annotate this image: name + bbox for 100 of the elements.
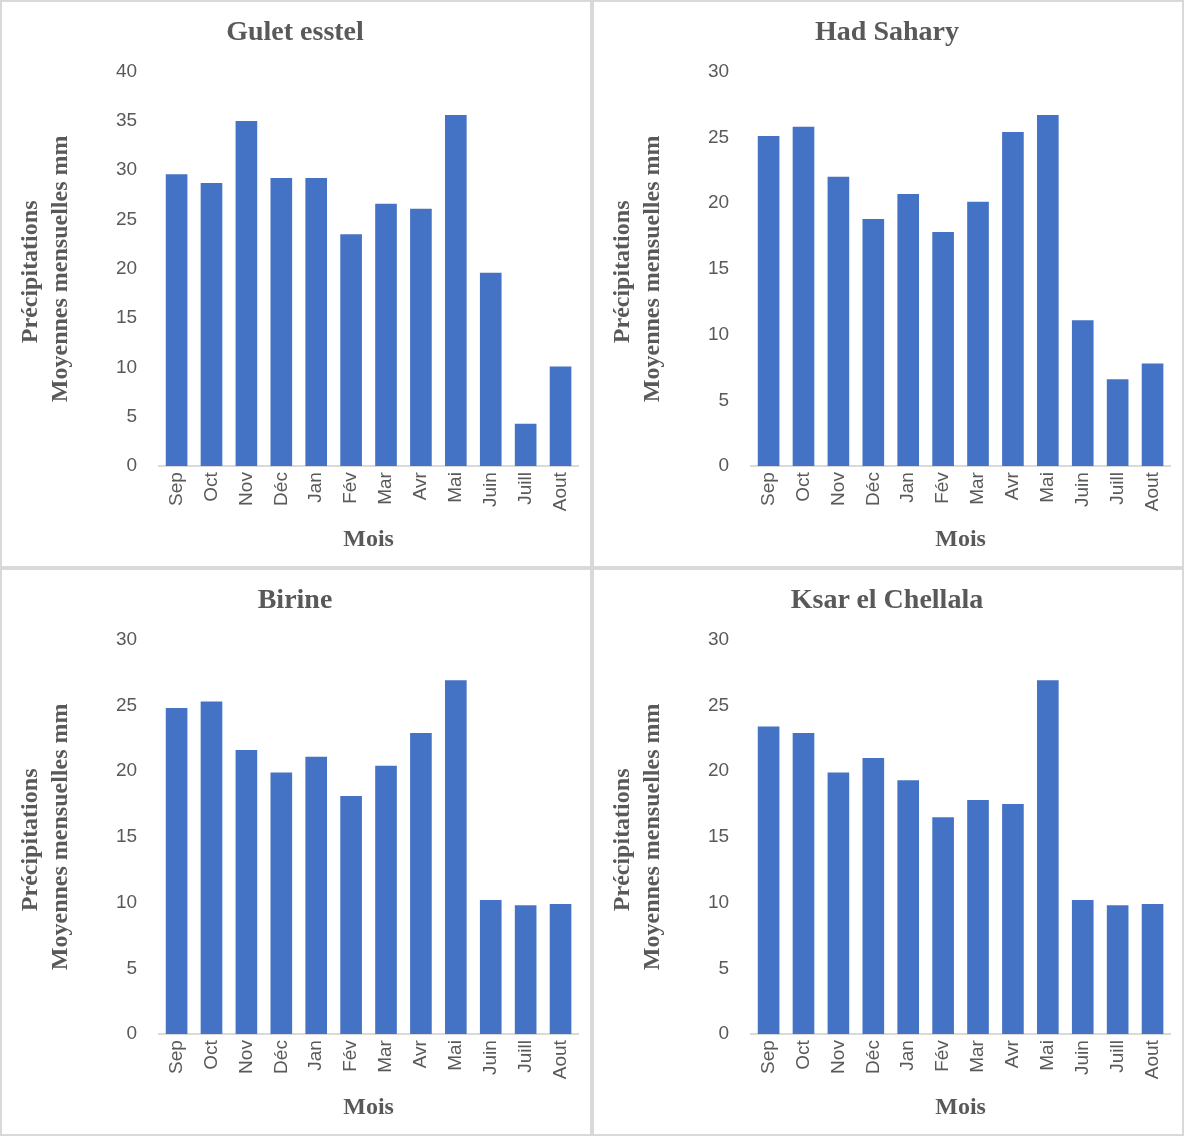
y-tick-label: 40 — [115, 59, 138, 81]
bar — [375, 203, 397, 467]
bar — [549, 366, 572, 467]
y-tick-label: 10 — [115, 890, 138, 912]
y-tick-label: 10 — [115, 355, 138, 377]
bar — [1002, 132, 1024, 467]
bar — [862, 218, 885, 467]
y-tick-label: 20 — [115, 257, 138, 279]
bar — [340, 796, 362, 1035]
bar — [792, 126, 815, 467]
bar — [270, 178, 293, 467]
x-tick-label: Nov — [234, 1039, 256, 1074]
bar — [305, 178, 328, 467]
bar — [1002, 803, 1024, 1035]
x-tick-label: Avr — [1001, 471, 1023, 501]
chart-title: Ksar el Chellala — [790, 583, 984, 615]
bar — [340, 234, 362, 467]
x-tick-label: Déc — [269, 472, 291, 506]
x-tick-label: Aout — [548, 1039, 570, 1080]
bar — [897, 780, 920, 1035]
y-tick-label: 30 — [115, 158, 138, 180]
y-tick-label: 15 — [115, 306, 138, 328]
x-tick-label: Mar — [966, 471, 988, 505]
x-tick-label: Fév — [931, 1039, 953, 1072]
x-tick-label: Juin — [1070, 472, 1092, 507]
y-tick-label: 0 — [718, 1022, 730, 1044]
x-tick-label: Sep — [756, 1040, 778, 1074]
bar — [792, 732, 815, 1035]
bar — [967, 800, 989, 1035]
y-tick-label: 0 — [126, 1022, 138, 1044]
x-tick-label: Sep — [756, 472, 778, 506]
x-tick-label: Jan — [304, 1040, 326, 1071]
x-tick-label: Oct — [791, 471, 813, 502]
x-tick-label: Fév — [931, 471, 953, 504]
y-tick-label: 15 — [707, 825, 730, 847]
x-tick-label: Jan — [896, 1040, 918, 1071]
y-tick-label: 10 — [707, 890, 730, 912]
y-axis-title: Précipitations Moyennes mensuelles mm — [16, 135, 73, 403]
x-tick-label: Déc — [861, 472, 883, 506]
x-tick-label: Jan — [304, 472, 326, 503]
y-tick-label: 25 — [115, 207, 138, 229]
bar — [1071, 320, 1094, 467]
bar — [827, 176, 850, 467]
y-tick-label: 20 — [707, 759, 730, 781]
x-axis-title: Mois — [935, 524, 986, 551]
y-tick-label: 20 — [707, 191, 730, 213]
x-tick-label: Sep — [164, 1040, 186, 1074]
x-tick-label: Oct — [199, 1039, 221, 1070]
x-axis-title: Mois — [935, 1092, 986, 1119]
x-tick-label: Déc — [269, 1040, 291, 1074]
bar — [410, 732, 432, 1035]
y-tick-label: 10 — [707, 322, 730, 344]
bar — [549, 903, 572, 1035]
y-tick-label: 5 — [126, 956, 138, 978]
x-tick-label: Juill — [513, 1040, 535, 1073]
y-tick-label: 30 — [707, 627, 730, 649]
x-tick-label: Aout — [548, 471, 570, 512]
bar — [514, 905, 537, 1035]
x-tick-label: Juin — [1070, 1040, 1092, 1075]
y-tick-label: 35 — [115, 109, 138, 131]
x-tick-label: Avr — [409, 471, 431, 501]
x-tick-label: Déc — [861, 1040, 883, 1074]
bar — [445, 115, 467, 467]
x-tick-label: Fév — [339, 1039, 361, 1072]
y-tick-label: 30 — [707, 59, 730, 81]
y-axis-title: Précipitations Moyennes mensuelles mm — [608, 135, 665, 403]
x-tick-label: Mar — [374, 1039, 396, 1073]
x-tick-label: Oct — [199, 471, 221, 502]
bar — [932, 232, 954, 467]
bar — [757, 726, 780, 1035]
bar — [375, 765, 397, 1035]
y-tick-label: 25 — [707, 125, 730, 147]
bar — [270, 772, 293, 1035]
bar — [1106, 905, 1129, 1035]
bar — [514, 423, 537, 467]
bar — [827, 772, 850, 1035]
x-tick-label: Mar — [374, 471, 396, 505]
x-tick-label: Juin — [478, 1040, 500, 1075]
y-tick-label: 25 — [115, 693, 138, 715]
x-tick-label: Mai — [1036, 1040, 1058, 1071]
y-axis-title: Précipitations Moyennes mensuelles mm — [16, 703, 73, 971]
x-tick-label: Avr — [409, 1039, 431, 1069]
x-tick-label: Nov — [234, 471, 256, 506]
y-tick-label: 15 — [707, 257, 730, 279]
x-tick-label: Oct — [791, 1039, 813, 1070]
x-tick-label: Mai — [444, 472, 466, 503]
x-tick-label: Juin — [478, 472, 500, 507]
x-tick-label: Mar — [966, 1039, 988, 1073]
y-tick-label: 25 — [707, 693, 730, 715]
y-axis-title: Précipitations Moyennes mensuelles mm — [608, 703, 665, 971]
y-tick-label: 0 — [126, 454, 138, 476]
x-tick-label: Fév — [339, 471, 361, 504]
bar — [445, 680, 467, 1035]
x-tick-label: Jan — [896, 472, 918, 503]
x-axis-title: Mois — [343, 524, 394, 551]
x-tick-label: Aout — [1140, 1039, 1162, 1080]
bar — [479, 272, 502, 467]
bar — [305, 756, 328, 1035]
bar — [200, 701, 223, 1035]
y-tick-label: 0 — [718, 454, 730, 476]
